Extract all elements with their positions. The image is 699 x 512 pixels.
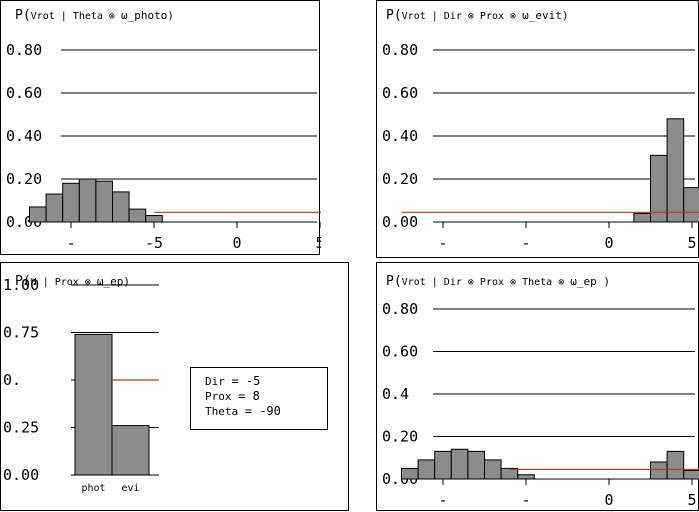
info-label: Dir	[205, 375, 225, 388]
histogram-bar	[128, 208, 147, 223]
info-row-prox: Prox = 8	[205, 389, 260, 403]
parameter-info-box: Dir = -5 Prox = 8 Theta = -90	[190, 367, 328, 430]
x-tick-label: -	[438, 491, 447, 509]
histogram-bar	[666, 450, 685, 480]
y-tick-label: 0.20	[382, 170, 418, 188]
info-row-dir: Dir = -5	[205, 374, 261, 388]
chart-panel-ep: P(Vrot | Dir ⊗ Prox ⊗ Theta ⊗ ω_ep ) 0.0…	[376, 262, 699, 511]
chart-ep: P(Vrot | Dir ⊗ Prox ⊗ Theta ⊗ ω_ep ) 0.0…	[382, 274, 699, 509]
histogram-bar	[633, 212, 651, 223]
y-tick-label: 0.20	[6, 170, 42, 188]
histogram-bar	[401, 467, 419, 480]
histogram-bar	[29, 206, 47, 223]
chart-panel-heading: P(H | Prox ⊗ ω_ep) 0.00 0.25 0. 0.75 1.00 pho…	[0, 262, 349, 511]
histogram-bar	[78, 178, 97, 223]
x-tick-label: 5	[315, 234, 321, 252]
x-tick-label: -5	[145, 234, 163, 252]
y-tick-label: 0.25	[3, 419, 39, 437]
category-bar	[111, 425, 150, 476]
histogram-bar	[95, 180, 114, 223]
x-tick-label: 0	[604, 491, 613, 509]
chart-panel-photo: P(Vrot | Theta ⊗ ω_photo) 0.00 0.20 0.40 0.…	[0, 0, 321, 255]
histogram-bar	[145, 215, 163, 223]
chart-panel-evit: P(Vrot | Dir ⊗ Prox ⊗ ω_evit) 0.00 0.20 0.…	[376, 0, 699, 258]
x-tick-label: -	[438, 234, 447, 252]
y-tick-label: 0.40	[6, 127, 42, 145]
y-tick-label: 0.4	[382, 385, 409, 403]
info-row-theta: Theta = -90	[205, 404, 281, 418]
info-value: 8	[252, 389, 260, 403]
chart-title: P(Vrot | Dir ⊗ Prox ⊗ ω_evit)	[386, 8, 568, 23]
x-tick-label: 0	[232, 234, 241, 252]
y-tick-label: 0.75	[3, 324, 39, 342]
x-tick-label: -	[66, 234, 75, 252]
category-bar	[74, 333, 113, 476]
histogram-bar	[467, 450, 486, 480]
x-tick-label: 5	[687, 234, 696, 252]
y-tick-label: 0.20	[382, 428, 418, 446]
histogram-bar	[484, 459, 502, 480]
histogram-bar	[683, 470, 699, 480]
histogram-bar	[517, 474, 535, 480]
x-tick-label: 0	[604, 234, 613, 252]
histogram-bar	[434, 450, 452, 480]
y-tick-label: 0.60	[382, 84, 418, 102]
histogram-bar	[650, 461, 668, 480]
histogram-bar	[62, 182, 80, 223]
histogram-bar	[666, 118, 685, 223]
histogram-bar	[500, 467, 519, 480]
chart-heading: P(H | Prox ⊗ ω_ep) 0.000.250.0.751.00pho…	[3, 274, 159, 494]
chart-photo: P(Vrot | Theta ⊗ ω_photo) 0.000.200.400.…	[6, 8, 321, 252]
y-tick-label: 0.80	[382, 300, 418, 318]
x-tick-label: phot	[81, 483, 105, 494]
chart-title: P(Vrot | Dir ⊗ Prox ⊗ Theta ⊗ ω_ep )	[386, 274, 610, 289]
y-tick-label: 0.	[3, 371, 21, 389]
y-tick-label: 0.40	[382, 127, 418, 145]
y-tick-label: 0.60	[382, 343, 418, 361]
y-tick-label: 0.60	[6, 84, 42, 102]
x-tick-label: -	[521, 234, 530, 252]
histogram-bar	[45, 193, 64, 223]
info-label: Theta	[205, 405, 239, 418]
info-value: -90	[259, 404, 281, 418]
chart-evit: P(Vrot | Dir ⊗ Prox ⊗ ω_evit) 0.00 0.20 0.…	[382, 8, 699, 252]
x-tick-label: -	[521, 491, 530, 509]
x-tick-label: 5	[687, 491, 696, 509]
info-label: Prox	[205, 390, 232, 403]
y-tick-label: 0.00	[382, 213, 418, 231]
y-tick-label: 0.00	[3, 466, 39, 484]
y-tick-label: 0.80	[382, 41, 418, 59]
histogram-bar	[417, 459, 436, 480]
x-tick-label: evi	[121, 483, 139, 494]
chart-title: P(Vrot | Theta ⊗ ω_photo)	[15, 8, 174, 23]
histogram-bar	[112, 191, 130, 223]
y-tick-label: 1.00	[3, 276, 39, 294]
y-tick-label: 0.80	[6, 41, 42, 59]
histogram-bar	[450, 448, 469, 480]
histogram-bar	[683, 187, 699, 223]
info-value: -5	[245, 374, 261, 388]
